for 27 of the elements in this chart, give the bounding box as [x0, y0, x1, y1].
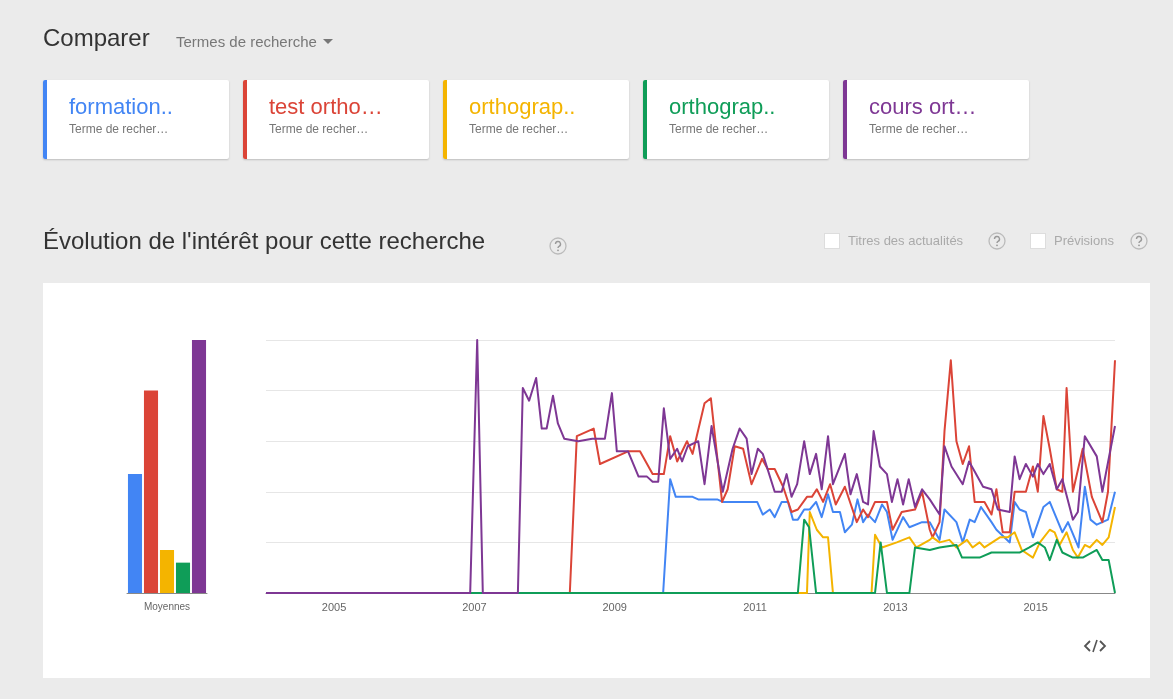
chart-title: Évolution de l'intérêt pour cette recherche	[43, 227, 486, 255]
text: formation..	[69, 94, 173, 120]
text: orthograp..	[669, 94, 776, 120]
text: test ortho…	[269, 94, 383, 120]
bar	[143, 390, 159, 593]
text: Terme de recher…	[269, 122, 370, 136]
bar	[175, 562, 191, 593]
text: Prévisions	[1054, 233, 1114, 248]
x-tick-label: 2011	[743, 600, 767, 613]
x-tick-label: Moyennes	[143, 600, 191, 612]
text: Titres des actualités	[848, 233, 964, 248]
text: Terme de recher…	[669, 122, 770, 136]
text: orthograp..	[469, 94, 576, 120]
x-tick-label: 2007	[462, 600, 487, 613]
bar	[127, 474, 143, 593]
x-tick-label: 2015	[1023, 600, 1048, 613]
bar	[191, 340, 207, 593]
text: Terme de recher…	[69, 122, 170, 136]
x-tick-label: 2009	[602, 600, 627, 613]
text: Termes de recherche	[176, 33, 317, 50]
text: Comparer	[43, 24, 150, 52]
x-tick-label: 2005	[321, 600, 347, 613]
text: cours ort…	[869, 94, 977, 120]
text: Terme de recher…	[469, 122, 570, 136]
x-tick-label: 2013	[883, 600, 908, 613]
text: Terme de recher…	[869, 122, 970, 136]
bar	[159, 549, 175, 593]
